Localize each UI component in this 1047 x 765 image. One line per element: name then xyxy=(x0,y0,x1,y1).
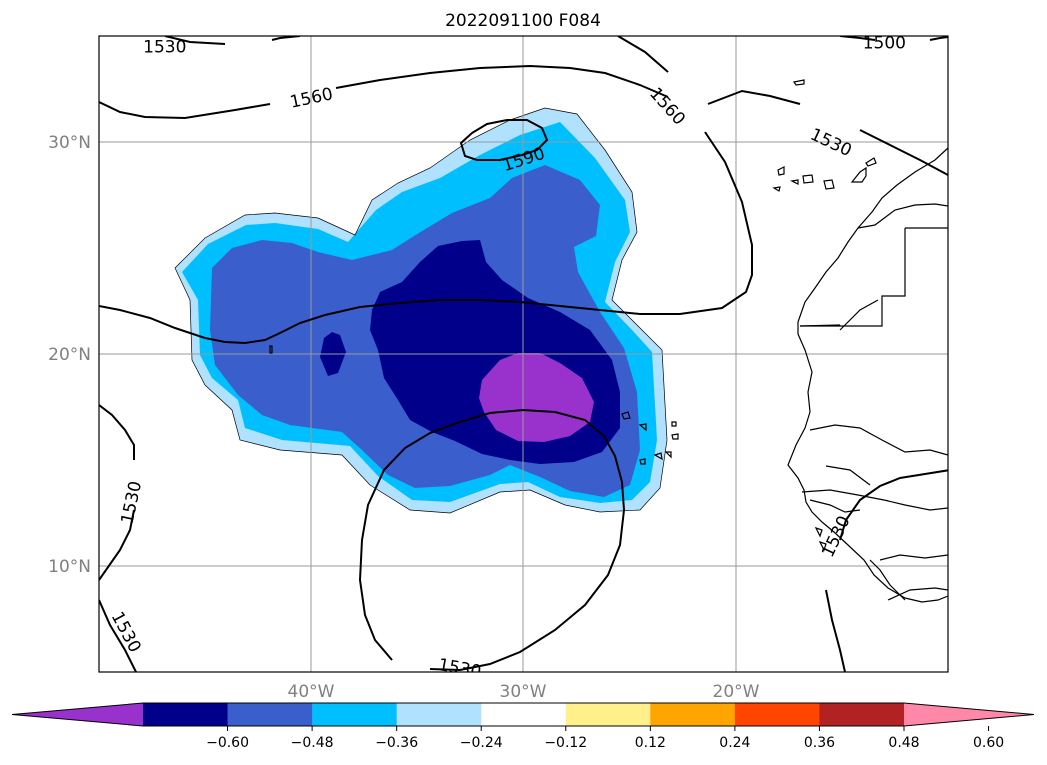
contour-label-text: 1560 xyxy=(288,84,334,113)
colorbar-segment-1 xyxy=(143,703,229,726)
colorbar-tick-label: 0.24 xyxy=(719,735,750,751)
colorbar-tick-label: −0.12 xyxy=(544,735,587,751)
colorbar-tick-label: −0.36 xyxy=(375,735,418,751)
contour-label-text: 1500 xyxy=(863,33,906,53)
colorbar-segment-9 xyxy=(819,703,905,726)
colorbar: −0.60 −0.48 −0.36 −0.24 −0.12 0.12 0.24 0.36 0.4… xyxy=(11,702,1035,751)
colorbar-segment-4 xyxy=(396,703,482,726)
contour-label-6: 1530 xyxy=(118,479,147,525)
colorbar-tick-label: 0.60 xyxy=(973,735,1004,751)
gridlines xyxy=(99,36,948,672)
contour-label-2: 1560 xyxy=(288,84,334,113)
colorbar-tick-label: 0.12 xyxy=(635,735,666,751)
contour-label-text: 1530 xyxy=(107,608,145,656)
colorbar-tick-label: −0.48 xyxy=(291,735,334,751)
contour-label-9: 1530 xyxy=(818,513,854,561)
map-title: 2022091100 F084 xyxy=(445,11,601,31)
contour-label-4: 1530 xyxy=(807,125,855,161)
anomaly-outline xyxy=(174,107,668,514)
colorbar-extend-low xyxy=(12,703,143,726)
contour-label-0: 1530 xyxy=(143,38,186,58)
map-frame xyxy=(98,35,949,673)
colorbar-extend-high xyxy=(904,703,1034,726)
contour-label-8: 1530 xyxy=(437,655,483,682)
contour-label-text: 1530 xyxy=(143,38,186,58)
contour-label-text: 1530 xyxy=(118,479,147,525)
lon-label-40w: 40°W xyxy=(288,682,335,702)
lon-label-20w: 20°W xyxy=(713,682,760,702)
lat-label-10: 10°N xyxy=(48,557,91,577)
colorbar-segment-8 xyxy=(734,703,820,726)
colorbar-tick-label: −0.60 xyxy=(206,735,249,751)
contour-label-text: 1560 xyxy=(645,84,689,130)
latitude-labels: 30°N 20°N 10°N xyxy=(48,133,91,577)
colorbar-segment-2 xyxy=(227,703,313,726)
colorbar-tick-label: 0.36 xyxy=(804,735,835,751)
height-contours xyxy=(99,36,948,672)
lat-label-20: 20°N xyxy=(48,345,91,365)
colorbar-tick-label: −0.24 xyxy=(460,735,503,751)
contour-label-text: 1530 xyxy=(807,125,855,161)
contour-label-text: 1530 xyxy=(437,655,483,682)
lon-label-30w: 30°W xyxy=(500,682,547,702)
colorbar-segment-3 xyxy=(312,703,398,726)
contour-label-7: 1530 xyxy=(107,608,145,656)
colorbar-outline xyxy=(11,702,1035,727)
contour-label-text: 1530 xyxy=(818,513,854,561)
contour-label-1: 1500 xyxy=(863,33,906,53)
colorbar-segment-5 xyxy=(481,703,567,726)
lat-label-30: 30°N xyxy=(48,133,91,153)
anomaly-fill-dark-orchid xyxy=(479,353,594,442)
colorbar-segment-6 xyxy=(565,703,651,726)
colorbar-tick-label: 0.48 xyxy=(888,735,919,751)
colorbar-segment-7 xyxy=(650,703,736,726)
coastlines xyxy=(269,79,948,603)
longitude-labels: 40°W 30°W 20°W xyxy=(288,682,760,702)
